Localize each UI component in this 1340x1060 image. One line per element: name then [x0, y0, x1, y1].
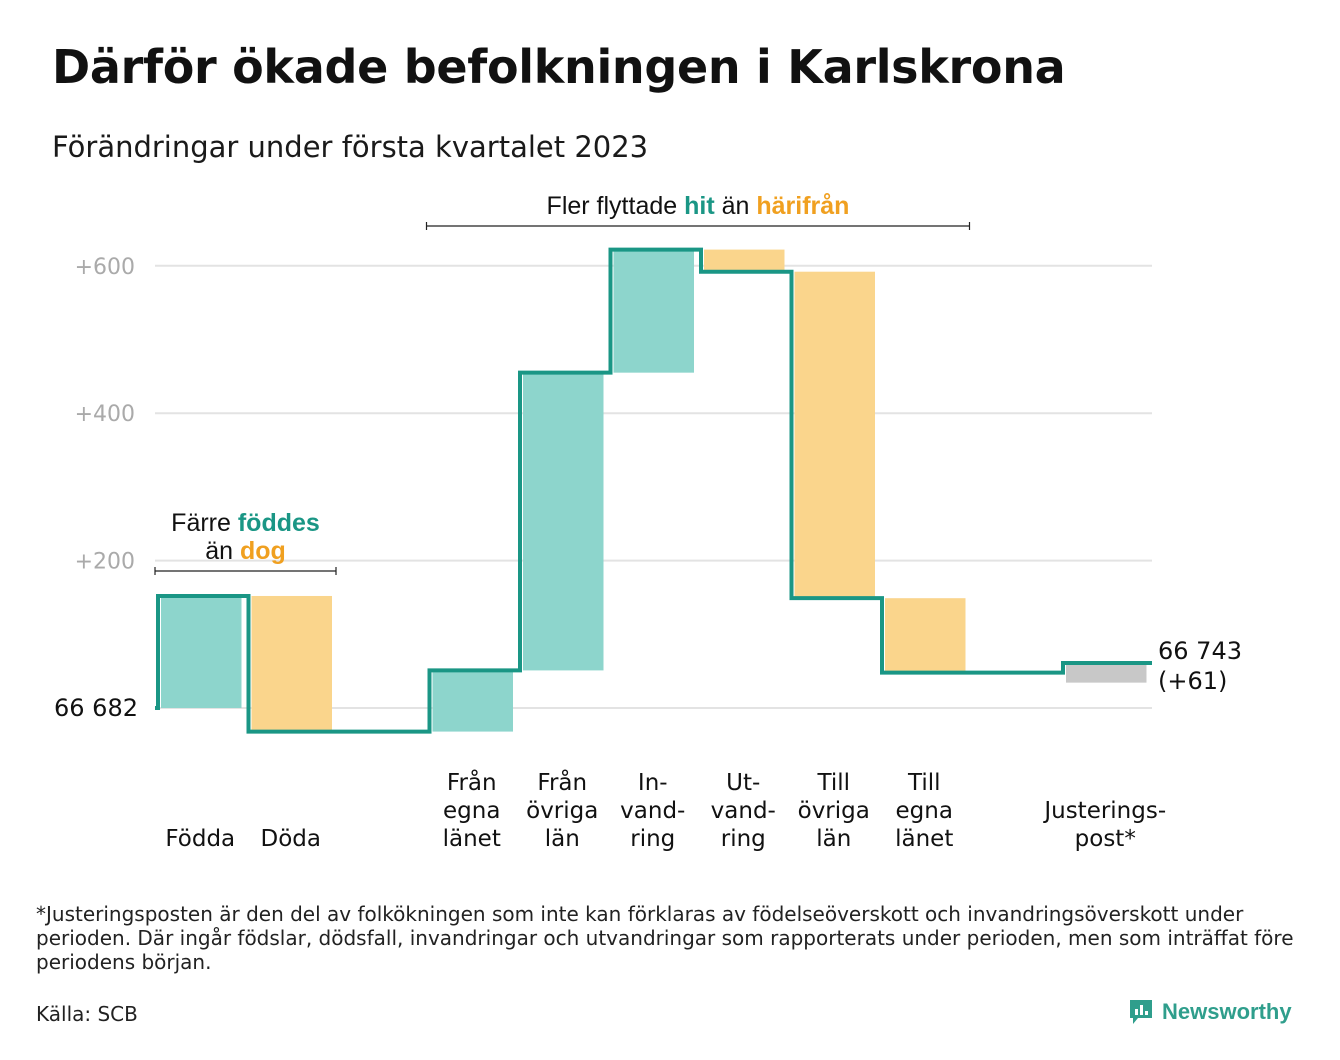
newsworthy-logo-icon	[1130, 1000, 1152, 1024]
end-value-label: 66 743	[1158, 637, 1242, 665]
category-label: Till	[816, 770, 850, 796]
category-label: övriga	[798, 798, 870, 824]
bar-8	[885, 598, 966, 673]
chart-subtitle: Förändringar under första kvartalet 2023	[52, 130, 649, 164]
annotation-segment: dog	[240, 537, 286, 565]
y-tick-label: +600	[75, 255, 135, 280]
annotation-segment: hit	[684, 192, 715, 220]
category-label: Ut-	[726, 770, 760, 796]
category-label: Justerings-	[1042, 798, 1166, 824]
category-label: ring	[721, 826, 766, 852]
bar-3	[432, 670, 513, 732]
category-label: Till	[907, 770, 941, 796]
category-label: länet	[443, 826, 501, 852]
annotation-text: än dog	[205, 537, 286, 565]
category-label: post*	[1075, 826, 1136, 852]
start-value-label: 66 682	[54, 694, 138, 722]
category-label: vand-	[620, 798, 685, 824]
category-label: egna	[443, 798, 500, 824]
category-label: Döda	[261, 826, 321, 852]
end-change-label: (+61)	[1158, 667, 1227, 695]
waterfall-chart: +200+400+600 Födda DödaFrånegnalänetFrånö…	[54, 192, 1242, 852]
bars	[161, 249, 1147, 732]
chart-title: Därför ökade befolkningen i Karlskrona	[52, 40, 1066, 94]
annotation-segment: än	[715, 192, 757, 220]
category-label: egna	[896, 798, 953, 824]
annotation-text: Färre föddes	[171, 509, 320, 537]
category-label: län	[545, 826, 580, 852]
brand-logo: Newsworthy	[1128, 998, 1292, 1026]
annotation-text: Fler flyttade hit än härifrån	[547, 192, 850, 220]
annotation-segment: föddes	[238, 509, 320, 537]
bar-6	[704, 249, 785, 272]
category-label: vand-	[711, 798, 776, 824]
category-label: Från	[537, 768, 587, 796]
running-total-path	[155, 247, 1152, 734]
bar-10	[1066, 663, 1147, 683]
annotation-segment: Färre	[171, 509, 238, 537]
bar-5	[613, 249, 694, 373]
annotation-segment: Fler flyttade	[547, 192, 685, 220]
bar-4	[523, 372, 604, 671]
category-label: In-	[638, 770, 668, 796]
y-tick-label: +400	[75, 402, 135, 427]
category-label: Från	[447, 768, 497, 796]
source-note: Källa: SCB	[36, 1002, 138, 1026]
category-label: Födda	[165, 826, 235, 852]
y-tick-label: +200	[75, 550, 135, 575]
bar-1	[251, 595, 332, 732]
footnote: *Justeringsposten är den del av folkökni…	[36, 902, 1294, 974]
annotation-segment: härifrån	[756, 192, 849, 220]
category-label: länet	[895, 826, 953, 852]
category-label: ring	[630, 826, 675, 852]
category-label: län	[816, 826, 851, 852]
bar-7	[794, 271, 875, 599]
annotation-bracket	[425, 222, 971, 230]
bar-0	[161, 595, 242, 708]
category-label: övriga	[526, 798, 598, 824]
annotation-bracket	[154, 567, 337, 575]
running-total-line	[155, 247, 1152, 734]
brand-name: Newsworthy	[1162, 999, 1292, 1024]
labels: Födda DödaFrånegnalänetFrånövrigalänIn-va…	[54, 192, 1242, 852]
annotation-segment: än	[205, 537, 240, 565]
